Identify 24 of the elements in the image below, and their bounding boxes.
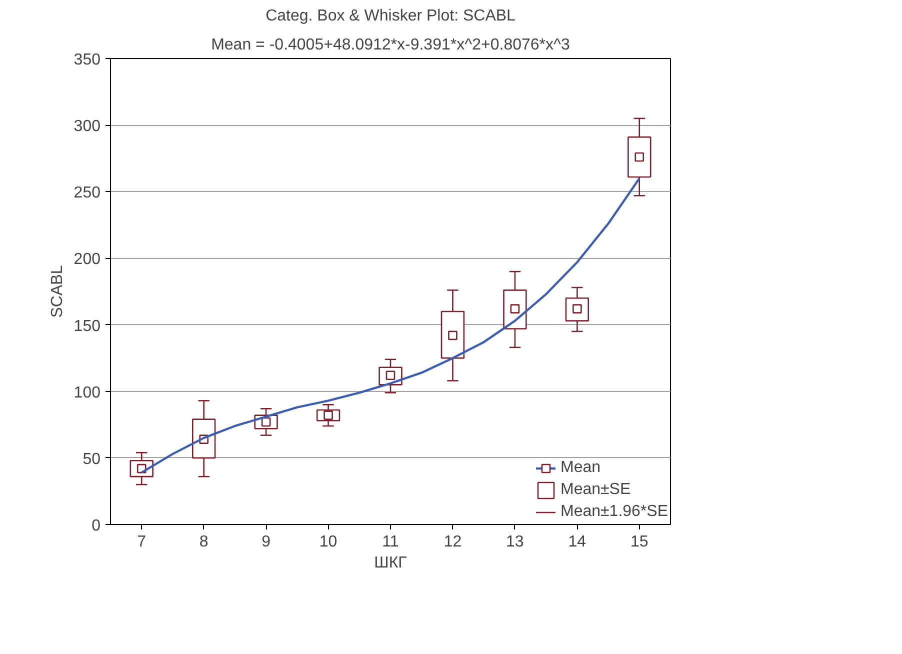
y-tick-label: 300 xyxy=(74,118,101,136)
x-tick-label: 13 xyxy=(506,534,524,550)
legend-label: Mean xyxy=(560,459,601,477)
y-tick-label: 200 xyxy=(74,251,101,268)
x-tick-label: 10 xyxy=(319,534,338,550)
y-tick-label: 150 xyxy=(74,318,101,335)
x-tick-label: 7 xyxy=(137,534,146,550)
y-tick-label: 100 xyxy=(74,384,101,402)
legend-label: Mean±SE xyxy=(560,481,631,499)
chart-title: Categ. Box & Whisker Plot: SCABL xyxy=(266,8,516,24)
x-tick-label: 14 xyxy=(568,534,586,550)
y-tick-label: 50 xyxy=(82,450,101,468)
x-tick-label: 11 xyxy=(382,534,399,550)
x-tick-label: 12 xyxy=(444,534,462,550)
x-tick-label: 8 xyxy=(199,534,208,550)
y-tick-label: 250 xyxy=(74,184,101,202)
y-tick-label: 350 xyxy=(74,52,101,68)
x-axis-title: ШКГ xyxy=(374,554,408,572)
annotation: Mean±1.96*SE xyxy=(560,503,668,521)
x-tick-label: 15 xyxy=(630,534,648,550)
chart-subtitle: Mean = -0.4005+48.0912*x-9.391*x^2+0.8076*x^3 xyxy=(211,36,570,54)
y-tick-label: 0 xyxy=(92,518,101,534)
y-axis-title: SCABL xyxy=(48,265,66,318)
x-tick-label: 9 xyxy=(262,534,271,550)
